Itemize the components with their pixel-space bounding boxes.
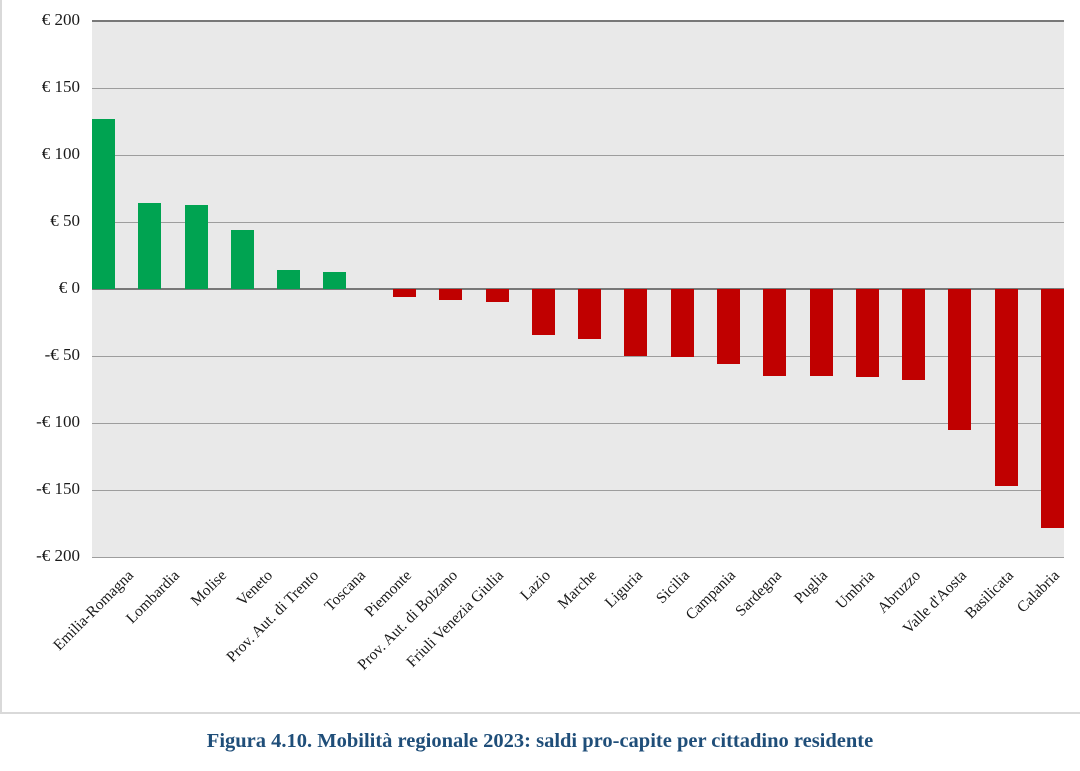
gridline-200	[92, 20, 1064, 22]
x-tick-label: Prov. Aut. di Bolzano	[354, 567, 462, 674]
x-tick-label: Abruzzo	[874, 567, 925, 617]
y-tick-label: € 100	[41, 144, 80, 163]
bar-lombardia	[138, 203, 162, 289]
bar-molise	[184, 204, 208, 289]
x-tick-label: Lombardia	[123, 567, 184, 628]
bar-prov-aut-di-bolzano	[439, 289, 463, 300]
y-tick-label: € 50	[50, 211, 80, 230]
gridline--150	[92, 490, 1064, 491]
bar-veneto	[230, 230, 254, 289]
x-tick-label: Puglia	[791, 567, 832, 608]
bar-umbria	[855, 289, 879, 378]
bar-piemonte	[393, 289, 416, 298]
x-tick-label: Basilicata	[961, 567, 1017, 623]
bar-emilia-romagna	[92, 118, 115, 289]
y-tick-label: € 200	[41, 10, 80, 29]
x-tick-label: Calabria	[1013, 567, 1063, 617]
gridline-50	[92, 222, 1064, 223]
gridline-100	[92, 155, 1064, 156]
gridline--200	[92, 557, 1064, 558]
y-tick-label: -€ 50	[44, 345, 80, 364]
bar-valle-d-aosta	[948, 289, 972, 430]
bar-friuli-venezia-giulia	[485, 289, 509, 303]
y-tick-label: -€ 200	[36, 546, 80, 565]
bar-toscana	[323, 271, 347, 289]
x-tick-label: Prov. Aut. di Trento	[223, 567, 323, 666]
y-tick-label: -€ 100	[36, 412, 80, 431]
x-tick-label: Sicilia	[652, 567, 693, 608]
bar-abruzzo	[902, 289, 926, 381]
page-left-border	[0, 0, 2, 713]
bar-campania	[717, 289, 740, 365]
x-tick-label: Marche	[554, 567, 601, 613]
bar-sicilia	[670, 289, 694, 358]
y-tick-label: € 0	[58, 278, 80, 297]
gridline-150	[92, 88, 1064, 89]
x-tick-label: Friuli Venezia Giulia	[403, 567, 508, 671]
bar-lazio	[531, 289, 555, 335]
bar-marche	[578, 289, 602, 339]
bar-calabria	[1041, 289, 1064, 528]
bar-basilicata	[994, 289, 1018, 486]
y-tick-label: € 150	[41, 77, 80, 96]
bar-puglia	[809, 289, 833, 377]
figure-caption: Figura 4.10. Mobilità regionale 2023: sa…	[206, 730, 874, 752]
x-tick-label: Valle d'Aosta	[899, 567, 971, 638]
x-tick-label: Campania	[682, 567, 739, 624]
bar-sardegna	[763, 289, 787, 377]
x-tick-label: Veneto	[233, 567, 277, 610]
x-tick-label: Sardegna	[732, 567, 786, 620]
bar-liguria	[624, 289, 648, 356]
y-tick-label: -€ 150	[36, 479, 80, 498]
gridline--100	[92, 423, 1064, 424]
caption-divider	[0, 712, 1080, 714]
gridline-0	[92, 288, 1064, 290]
bar-prov-aut-di-trento	[277, 270, 301, 289]
x-tick-label: Liguria	[602, 567, 647, 612]
gridline--50	[92, 356, 1064, 357]
x-tick-label: Toscana	[320, 567, 369, 615]
x-tick-label: Piemonte	[361, 567, 415, 621]
chart-plot-area	[92, 20, 1064, 558]
